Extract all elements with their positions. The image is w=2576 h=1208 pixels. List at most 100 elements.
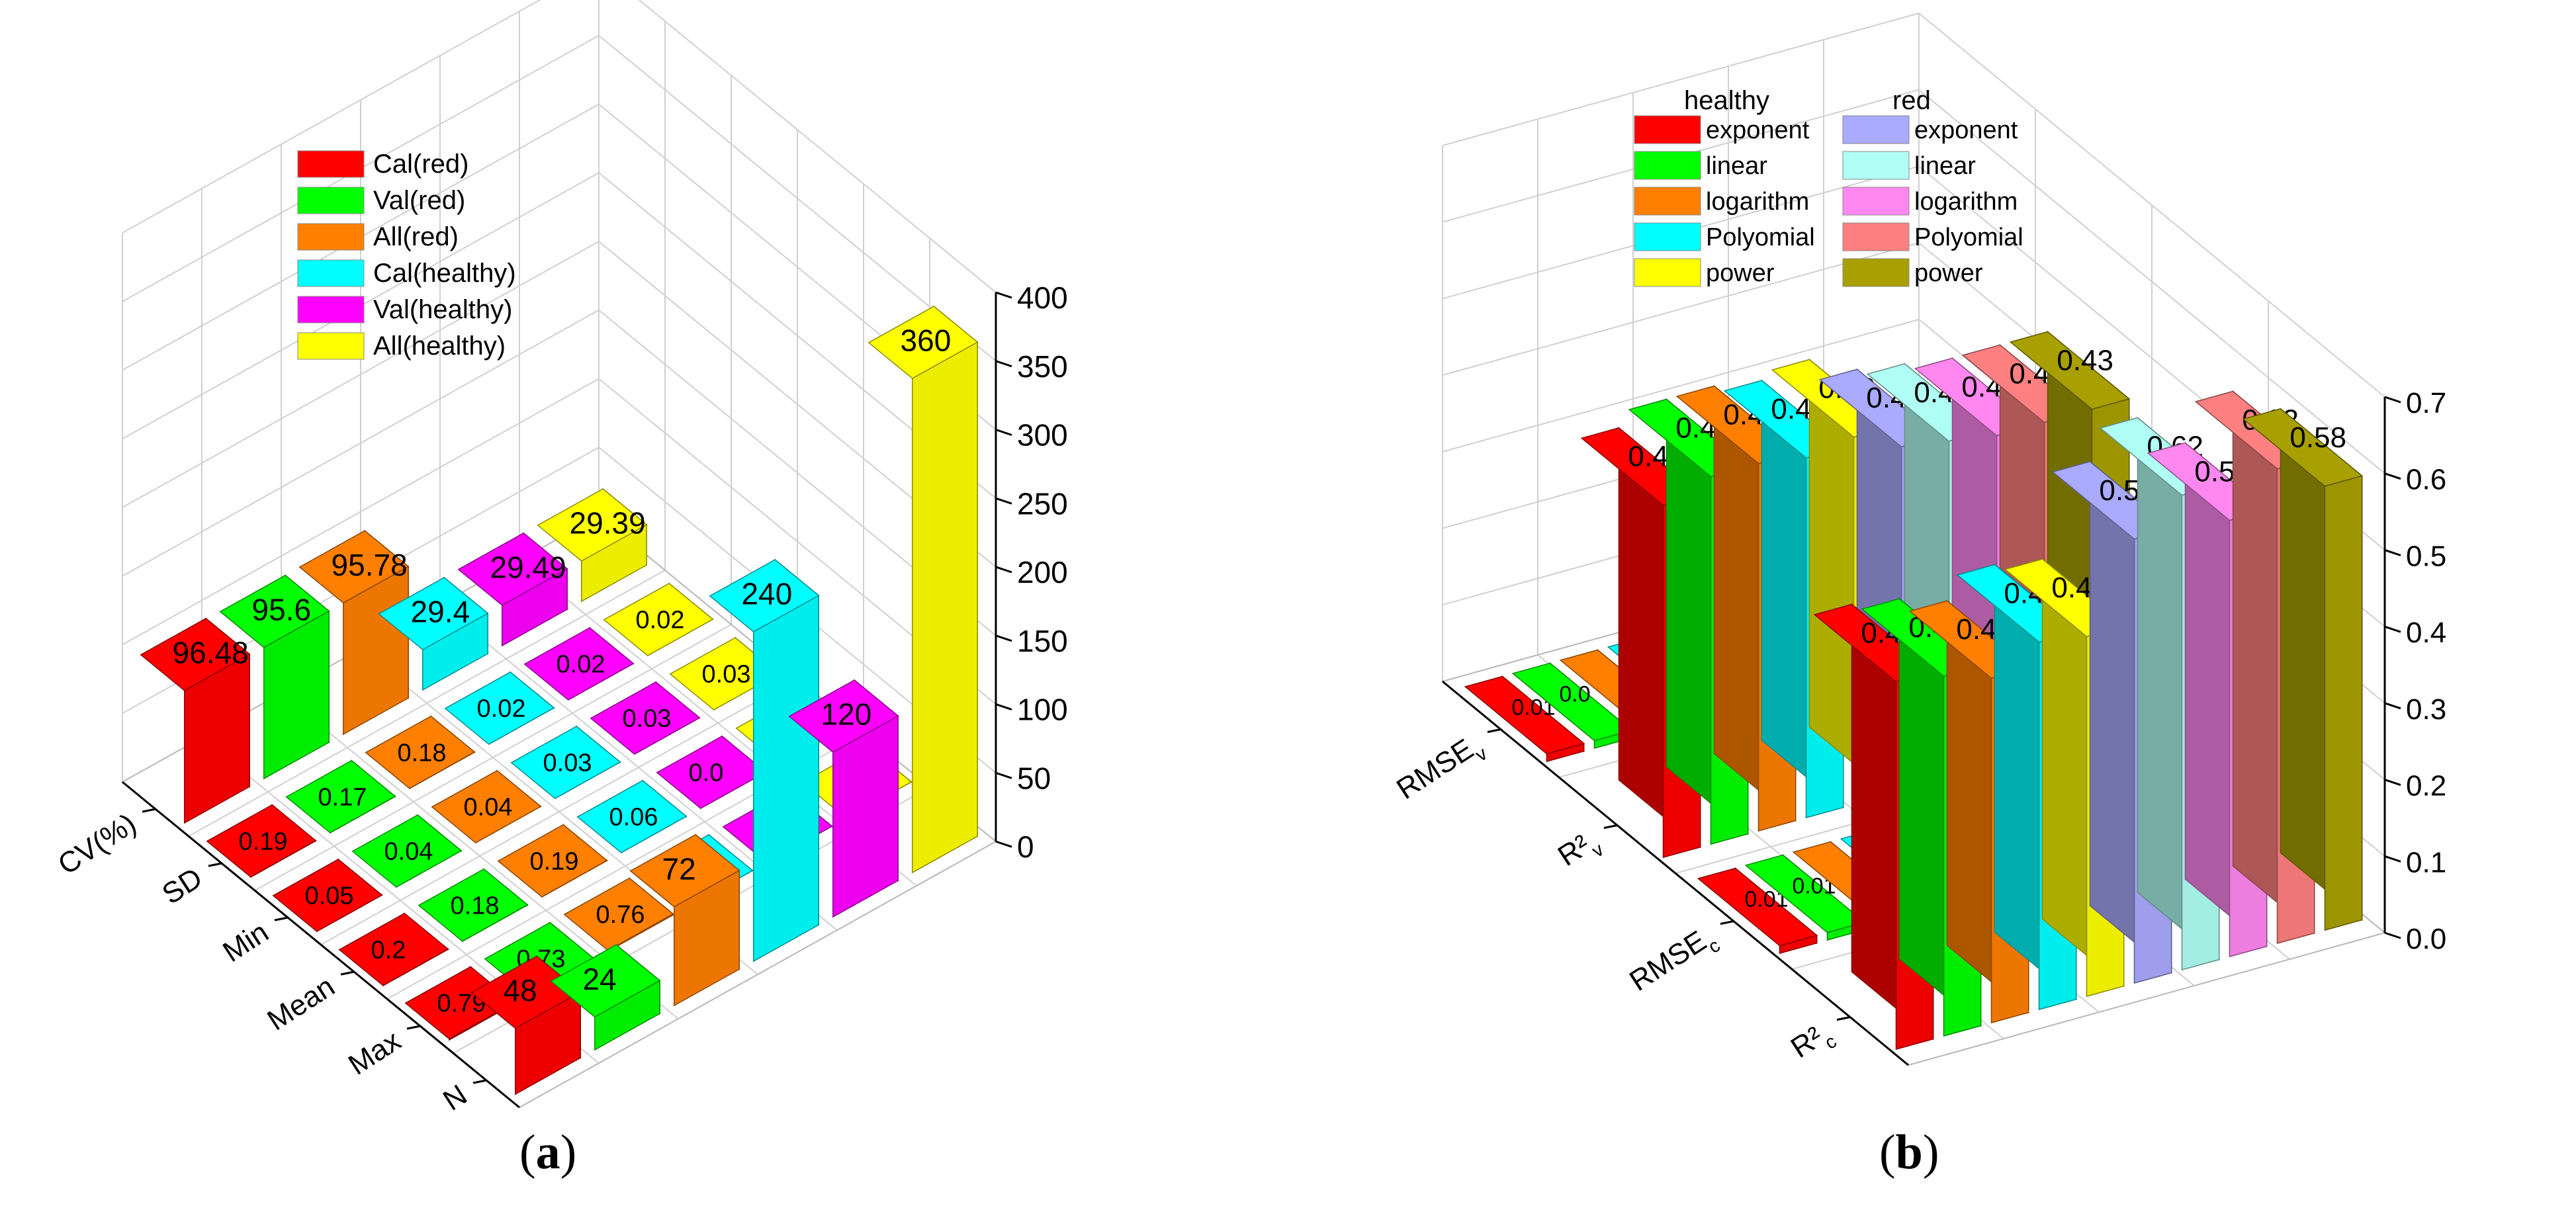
data-label: 0.19 [530, 847, 579, 875]
panel-b-chart: 0.010.00.460.480.480.470.480.450.440.430… [1391, 13, 2446, 1066]
bar-top [497, 824, 608, 898]
legend-b: healthy redexponentlinearlogarithmPolyomi… [1634, 86, 2023, 287]
bar-all-healthy--5: 360 [867, 305, 979, 874]
legend-label: power [1914, 259, 1983, 287]
legend-swatch [1634, 115, 1701, 144]
gridline [1442, 13, 1920, 146]
row-label: R²v [1552, 823, 1608, 879]
z-tick [995, 703, 1012, 711]
legend-item: exponent [1634, 115, 1810, 144]
bar-all-healthy--1: 0.02 [603, 582, 714, 656]
bar-cal-healthy--0: 29.4 [378, 576, 489, 691]
row-tick [340, 971, 355, 976]
row-axis-line [122, 781, 520, 1109]
legend-label: Val(red) [373, 186, 465, 215]
gridline [1442, 242, 1920, 376]
data-label: 360 [901, 324, 952, 358]
bar-top [523, 626, 635, 701]
z-tick [995, 291, 1012, 299]
data-label: 0.03 [543, 750, 592, 777]
legend-swatch [297, 296, 365, 324]
legend-label: All(red) [373, 222, 459, 251]
legend-swatch [297, 187, 365, 214]
bar-top [590, 681, 701, 755]
legend-label: logarithm [1914, 188, 2018, 216]
data-label: 0.17 [318, 783, 367, 811]
bar-top [272, 858, 383, 932]
legend-item: Cal(red) [297, 150, 468, 179]
row-tick [472, 1079, 487, 1084]
legend-item: linear [1842, 151, 1976, 180]
bar-top [629, 834, 740, 908]
bar-all-healthy--0: 29.39 [537, 488, 648, 603]
bar-cal-healthy--5: 240 [709, 558, 820, 963]
z-tick [2384, 396, 2401, 404]
data-label: 0.03 [623, 705, 672, 733]
legend-swatch [297, 332, 365, 360]
z-tick [2384, 702, 2401, 710]
legend-label: exponent [1914, 116, 2018, 144]
legend-label: Val(healthy) [373, 295, 512, 324]
bar-top [206, 804, 317, 878]
row-tick [1720, 920, 1734, 925]
z-tick-label: 400 [1017, 280, 1068, 315]
bar-val-red--1: 0.17 [285, 759, 396, 834]
legend-swatch [297, 150, 365, 178]
data-label: 24 [583, 962, 617, 996]
z-tick [2384, 625, 2401, 633]
bar-top [576, 779, 688, 853]
legend-label: All(healthy) [373, 331, 506, 361]
bar-val-red--2: 0.04 [351, 814, 463, 888]
legend-swatch [1842, 151, 1910, 180]
legend-item: logarithm [1842, 187, 2018, 216]
data-label: 0.58 [2289, 421, 2346, 454]
data-label: 29.39 [570, 506, 646, 540]
bar-all-red--3: 0.19 [497, 824, 608, 898]
z-tick [2384, 549, 2401, 556]
legend-item: Val(red) [297, 186, 465, 215]
data-label: 29.49 [490, 550, 566, 585]
bar-top [470, 955, 582, 1029]
z-tick-label: 0 [1017, 830, 1034, 864]
caption-b-letter: b [1895, 1125, 1923, 1180]
z-tick [2384, 779, 2401, 786]
row-label: RMSEv [1391, 727, 1491, 812]
data-label: 0.06 [609, 804, 658, 832]
legend-label: linear [1914, 152, 1976, 180]
data-label: 0.02 [556, 651, 605, 679]
z-tick [995, 566, 1012, 574]
bar-val-red--5: 24 [550, 943, 661, 1051]
legend-swatch [1634, 151, 1701, 180]
row-tick [274, 916, 289, 922]
legend-label: power [1706, 259, 1775, 287]
bar-power-3: 0.58 [2242, 408, 2364, 931]
legend-label: logarithm [1706, 188, 1809, 216]
bar-top [457, 532, 568, 606]
row-axis-line [1442, 680, 1909, 1066]
bar-cal-healthy--3: 0.06 [576, 779, 688, 854]
z-axis-1: 0.0 0.1 0.2 0.3 0.4 0.5 0.6 0.7 [2383, 387, 2446, 955]
bar-top [788, 679, 899, 753]
data-label: 95.6 [252, 592, 312, 626]
z-tick [995, 771, 1012, 779]
bar-linear-0: 0.0 [1511, 662, 1633, 749]
legend-swatch [1842, 222, 1910, 251]
legend-item: power [1842, 258, 1983, 287]
bar-top [2242, 408, 2364, 487]
z-tick-label: 100 [1017, 693, 1068, 727]
bar-top [603, 582, 714, 656]
legend-group-title: red [1892, 86, 1931, 115]
bar-top [444, 671, 555, 745]
legend-swatch [1842, 115, 1910, 144]
bar-cal-red--1: 0.19 [206, 804, 317, 879]
data-label: 0.02 [636, 607, 685, 634]
bar-top [365, 715, 476, 789]
bar-top [1464, 675, 1585, 755]
row-tick [1487, 728, 1501, 733]
data-label: 0.19 [239, 828, 288, 855]
legend-label: linear [1706, 152, 1767, 180]
data-label: 72 [662, 851, 696, 886]
bar-top [140, 617, 251, 691]
